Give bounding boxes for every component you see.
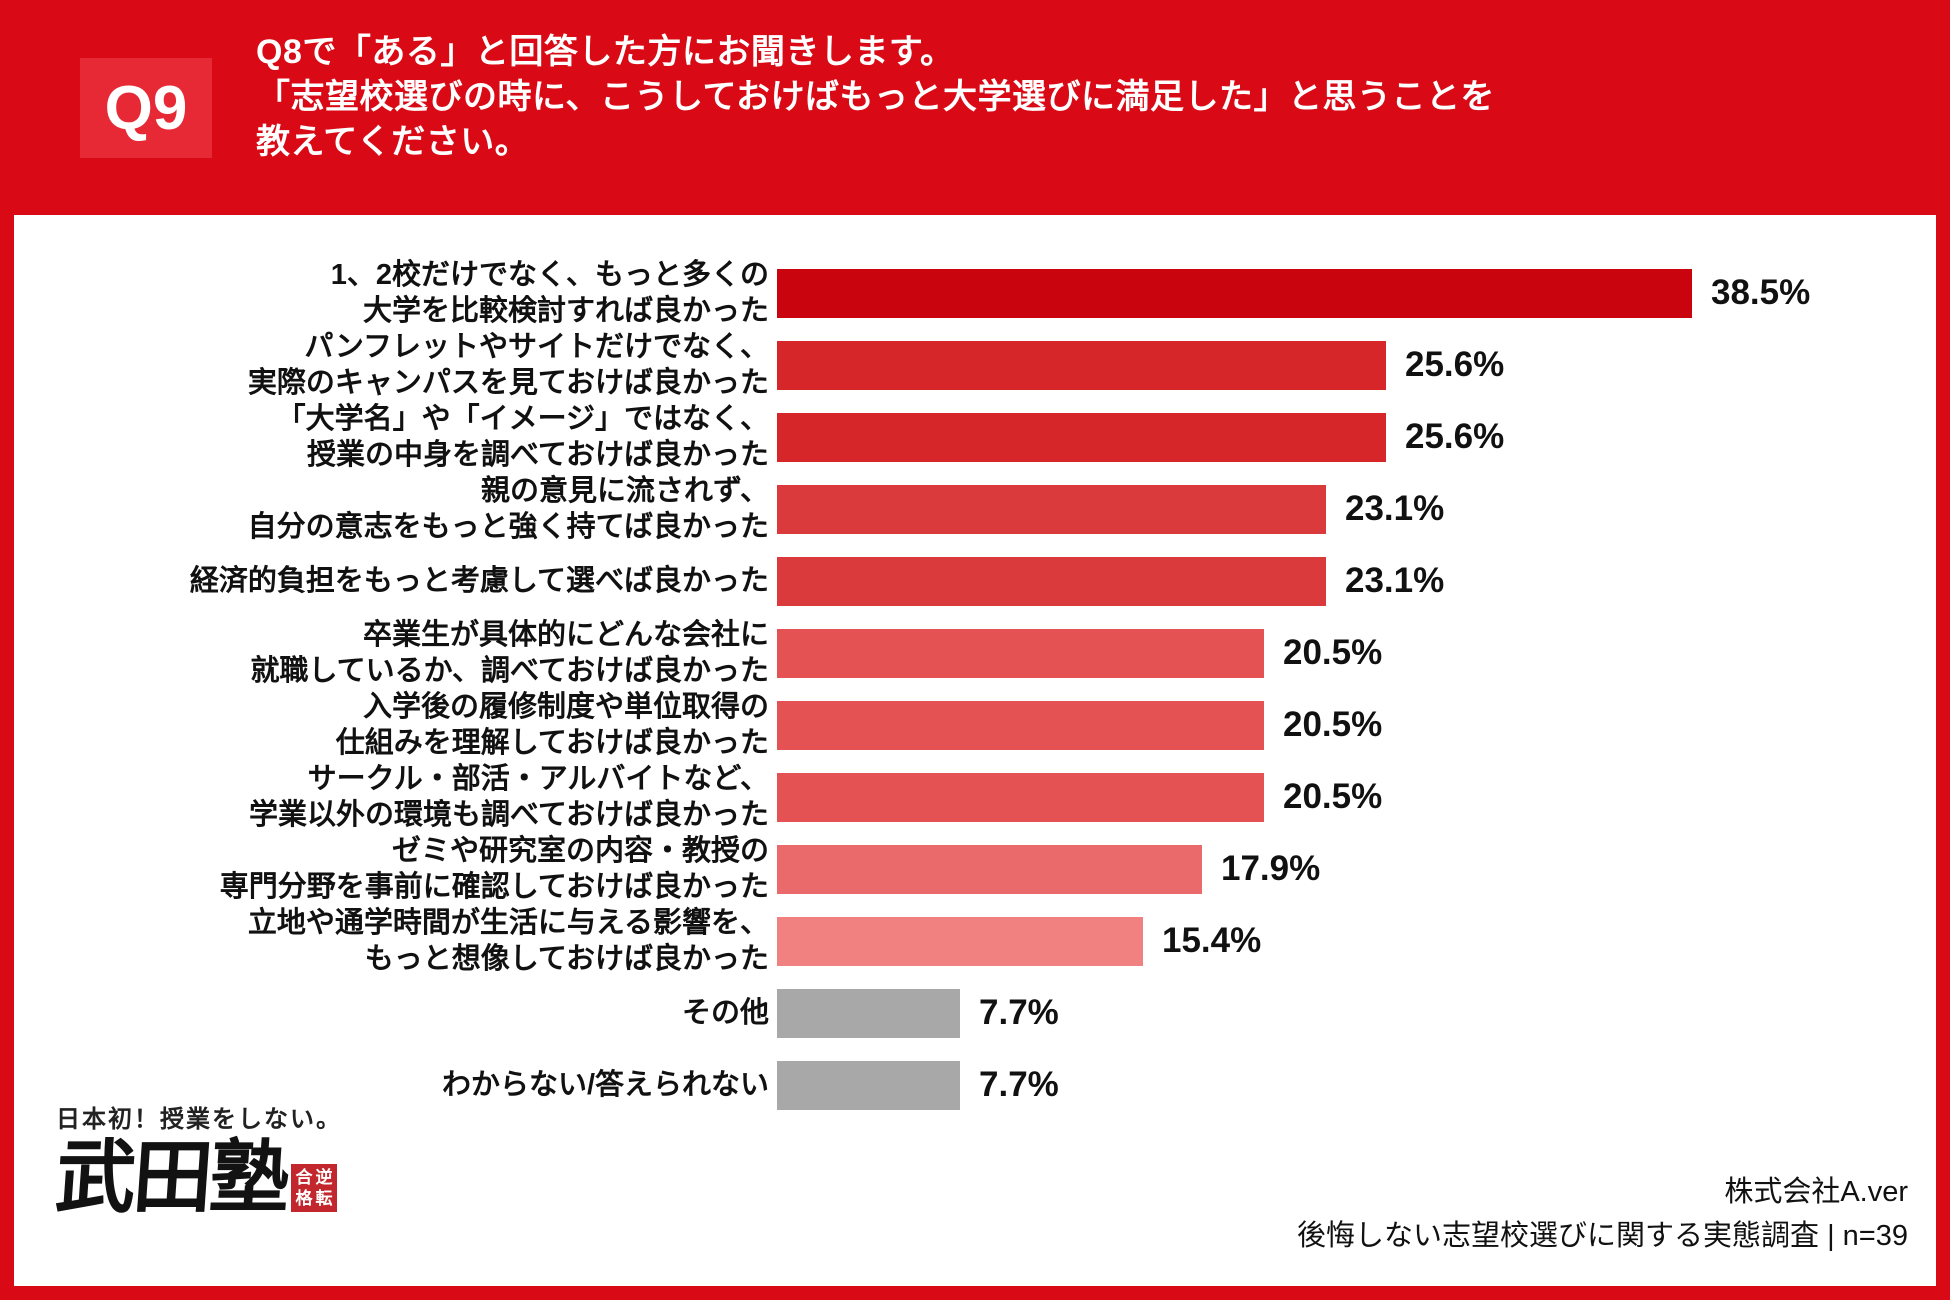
value-label: 25.6% — [1405, 345, 1505, 384]
bar — [777, 556, 1326, 606]
chart-rows: 1、2校だけでなく、もっと多くの 大学を比較検討すれば良かった 38.5% パンフレッ… — [14, 257, 1936, 1121]
bar-zone: 17.9% — [777, 833, 1320, 905]
category-label: 「大学名」や「イメージ」ではなく、 授業の中身を調べておけば良かった — [276, 403, 769, 471]
chart-row: パンフレットやサイトだけでなく、 実際のキャンパスを見ておけば良かった 25.6% — [14, 329, 1936, 401]
logo-row: 武田塾 合 逆 格 転 — [52, 1130, 342, 1224]
chart-row: 立地や通学時間が生活に与える影響を、 もっと想像しておけば良かった 15.4% — [14, 905, 1936, 977]
category-label: その他 — [681, 997, 769, 1029]
stamp-char: 合 — [295, 1168, 313, 1187]
logo-name: 武田塾 — [52, 1130, 291, 1224]
bar — [777, 268, 1692, 318]
value-label: 38.5% — [1711, 273, 1811, 312]
question-line: 「志望校選びの時に、こうしておけばもっと大学選びに満足した」と思うことを — [256, 78, 1495, 116]
category-label: 1、2校だけでなく、もっと多くの 大学を比較検討すれば良かった — [330, 259, 769, 327]
bar — [777, 484, 1326, 534]
value-label: 15.4% — [1162, 921, 1262, 960]
logo-tagline: 日本初！授業をしない。 — [56, 1107, 342, 1133]
stamp-char: 逆 — [315, 1168, 333, 1187]
bar — [777, 772, 1264, 822]
bar — [777, 844, 1202, 894]
category-label: パンフレットやサイトだけでなく、 実際のキャンパスを見ておけば良かった — [247, 331, 769, 399]
category-label: 経済的負担をもっと考慮して選べば良かった — [189, 565, 769, 597]
bar — [777, 1060, 960, 1110]
bar-zone: 7.7% — [777, 977, 1059, 1049]
category-label: ゼミや研究室の内容・教授の 専門分野を事前に確認しておけば良かった — [219, 835, 769, 903]
value-label: 17.9% — [1221, 849, 1321, 888]
bar — [777, 916, 1143, 966]
bar — [777, 988, 960, 1038]
chart-panel: 1、2校だけでなく、もっと多くの 大学を比較検討すれば良かった 38.5% パンフレッ… — [14, 215, 1936, 1286]
question-line: 教えてください。 — [256, 123, 530, 161]
value-label: 25.6% — [1405, 417, 1505, 456]
chart-row: 経済的負担をもっと考慮して選べば良かった 23.1% — [14, 545, 1936, 617]
chart-row: 入学後の履修制度や単位取得の 仕組みを理解しておけば良かった 20.5% — [14, 689, 1936, 761]
bar — [777, 412, 1386, 462]
bar-zone: 20.5% — [777, 617, 1382, 689]
bar-zone: 25.6% — [777, 401, 1504, 473]
question-line: Q8で「ある」と回答した方にお聞きします。 — [256, 33, 955, 71]
bar-zone: 15.4% — [777, 905, 1261, 977]
question-text: Q8で「ある」と回答した方にお聞きします。 「志望校選びの時に、こうしておけばも… — [256, 30, 1495, 165]
value-label: 7.7% — [979, 1065, 1059, 1104]
takeda-juku-logo: 日本初！授業をしない。 武田塾 合 逆 格 転 — [52, 1099, 342, 1224]
value-label: 23.1% — [1345, 489, 1445, 528]
bar-zone: 25.6% — [777, 329, 1504, 401]
bar-zone: 23.1% — [777, 473, 1444, 545]
category-label: サークル・部活・アルバイトなど、 学業以外の環境も調べておけば良かった — [249, 763, 769, 831]
chart-row: ゼミや研究室の内容・教授の 専門分野を事前に確認しておけば良かった 17.9% — [14, 833, 1936, 905]
value-label: 20.5% — [1283, 705, 1383, 744]
value-label: 20.5% — [1283, 633, 1383, 672]
value-label: 7.7% — [979, 993, 1059, 1032]
chart-row: わからない/答えられない 7.7% — [14, 1049, 1936, 1121]
bar-zone: 38.5% — [777, 257, 1810, 329]
category-label: 卒業生が具体的にどんな会社に 就職しているか、調べておけば良かった — [250, 619, 769, 687]
bar — [777, 700, 1264, 750]
chart-row: 「大学名」や「イメージ」ではなく、 授業の中身を調べておけば良かった 25.6% — [14, 401, 1936, 473]
bar — [777, 340, 1386, 390]
value-label: 20.5% — [1283, 777, 1383, 816]
chart-row: その他 7.7% — [14, 977, 1936, 1049]
source-footer: 株式会社A.ver 後悔しない志望校選びに関する実態調査 | n=39 — [1297, 1170, 1908, 1258]
category-label: わからない/答えられない — [441, 1069, 769, 1101]
chart-row: 親の意見に流されず、 自分の意志をもっと強く持てば良かった 23.1% — [14, 473, 1936, 545]
question-number-badge: Q9 — [80, 58, 212, 158]
chart-row: サークル・部活・アルバイトなど、 学業以外の環境も調べておけば良かった 20.5% — [14, 761, 1936, 833]
logo-stamp-seal: 合 逆 格 転 — [291, 1164, 337, 1212]
question-number: Q9 — [104, 73, 188, 143]
bar-zone: 7.7% — [777, 1049, 1059, 1121]
question-header: Q9 Q8で「ある」と回答した方にお聞きします。 「志望校選びの時に、こうしてお… — [0, 0, 1950, 215]
bar-zone: 23.1% — [777, 545, 1444, 617]
company-name: 株式会社A.ver — [1724, 1176, 1908, 1208]
stamp-char: 格 — [295, 1189, 313, 1208]
chart-row: 1、2校だけでなく、もっと多くの 大学を比較検討すれば良かった 38.5% — [14, 257, 1936, 329]
bar-zone: 20.5% — [777, 761, 1382, 833]
stamp-char: 転 — [315, 1189, 333, 1208]
category-label: 入学後の履修制度や単位取得の 仕組みを理解しておけば良かった — [335, 691, 769, 759]
chart-row: 卒業生が具体的にどんな会社に 就職しているか、調べておけば良かった 20.5% — [14, 617, 1936, 689]
bar — [777, 628, 1264, 678]
value-label: 23.1% — [1345, 561, 1445, 600]
category-label: 立地や通学時間が生活に与える影響を、 もっと想像しておけば良かった — [247, 907, 769, 975]
survey-title: 後悔しない志望校選びに関する実態調査 | n=39 — [1297, 1220, 1908, 1252]
bar-zone: 20.5% — [777, 689, 1382, 761]
category-label: 親の意見に流されず、 自分の意志をもっと強く持てば良かった — [247, 475, 769, 543]
